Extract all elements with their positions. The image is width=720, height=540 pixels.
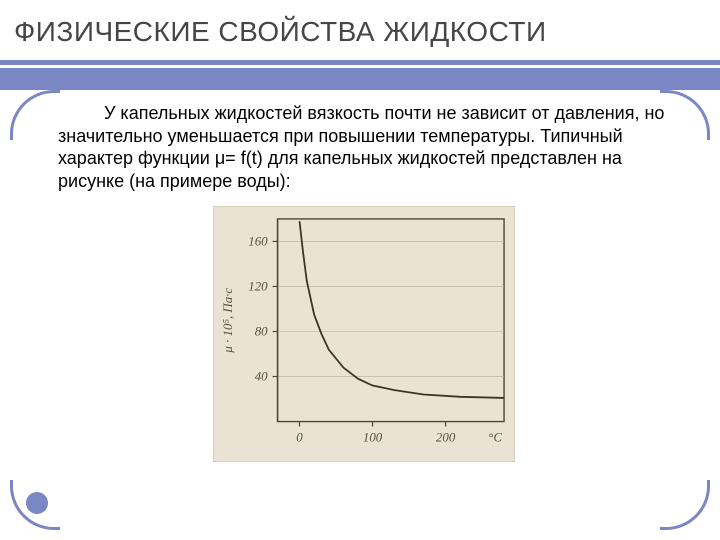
viscosity-chart: 40 80 120 160 0 100 200 °C μ · 10⁵, Па·с (213, 206, 515, 462)
svg-text:120: 120 (248, 278, 268, 293)
svg-text:100: 100 (363, 429, 383, 444)
svg-text:200: 200 (436, 429, 456, 444)
svg-text:40: 40 (255, 369, 268, 384)
svg-text:80: 80 (255, 323, 268, 338)
body-paragraph: У капельных жидкостей вязкость почти не … (58, 102, 670, 192)
accent-dot-icon (26, 492, 48, 514)
body-text: У капельных жидкостей вязкость почти не … (58, 103, 664, 191)
svg-text:°C: °C (488, 429, 502, 444)
chart-svg: 40 80 120 160 0 100 200 °C μ · 10⁵, Па·с (214, 207, 514, 461)
svg-text:160: 160 (248, 233, 268, 248)
svg-text:0: 0 (296, 429, 303, 444)
svg-text:μ · 10⁵, Па·с: μ · 10⁵, Па·с (220, 288, 235, 354)
page-title: ФИЗИЧЕСКИЕ СВОЙСТВА ЖИДКОСТИ (14, 16, 706, 48)
